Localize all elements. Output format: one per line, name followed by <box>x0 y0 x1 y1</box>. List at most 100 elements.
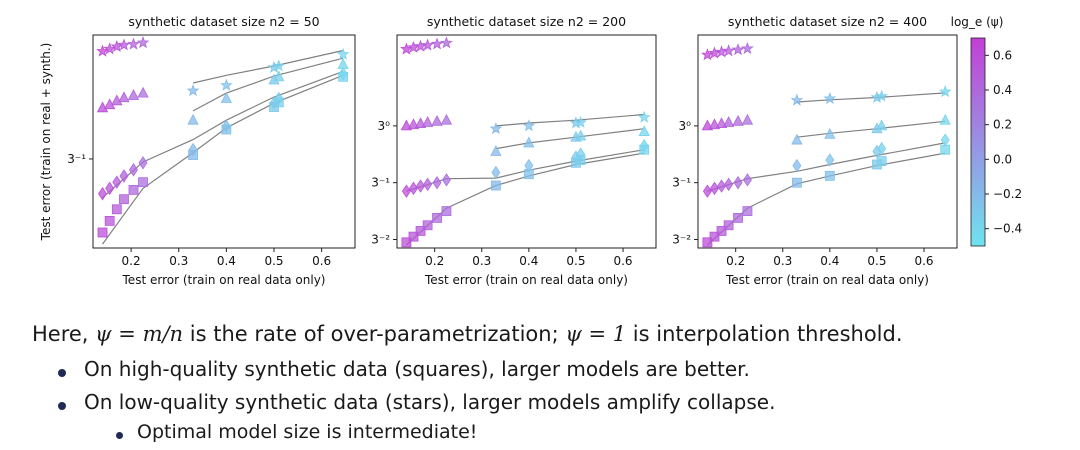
diamond-point <box>416 179 426 193</box>
figure: synthetic dataset size n2 = 50 0.2 0.3 0.4 0… <box>39 14 1022 287</box>
star-point <box>336 47 350 60</box>
x-axis-label: Test error (train on real data only) <box>122 273 326 287</box>
chart-panel-1: synthetic dataset size n2 = 50 0.2 0.3 0.4 0… <box>39 14 356 287</box>
diamond-point <box>742 173 752 187</box>
colorbar-title: log_e (ψ) <box>951 15 1004 29</box>
square-point <box>742 206 753 216</box>
trend-line <box>102 74 344 245</box>
colorbar-tick-label: −0.4 <box>993 222 1022 236</box>
star-point <box>430 37 444 50</box>
y-tick-label: 3⁻¹ <box>67 152 86 166</box>
square-point <box>523 169 534 180</box>
square-point <box>716 226 727 236</box>
colorbar: 0.6 0.4 0.2 0.0 −0.2 −0.4 log_e (ψ) <box>951 15 1022 247</box>
square-point <box>940 144 951 155</box>
diamond-point <box>877 141 887 156</box>
trend-line <box>495 128 645 150</box>
x-tick-label: 0.5 <box>264 254 283 268</box>
psi-definition: ψ = m/n <box>95 322 184 346</box>
diamond-point <box>98 187 108 201</box>
diamond-point <box>724 177 734 192</box>
triangle-point <box>118 91 130 103</box>
square-point <box>422 220 433 231</box>
x-tick-label: 0.4 <box>820 254 839 268</box>
star-point <box>637 110 651 123</box>
triangle-point <box>273 70 285 82</box>
star-point <box>117 38 131 51</box>
square-point <box>432 212 442 223</box>
triangle-point <box>187 113 199 125</box>
square-point <box>221 124 232 135</box>
square-point <box>273 97 284 108</box>
bullet-dot <box>58 402 66 410</box>
x-tick-label: 0.6 <box>312 254 331 268</box>
triangle-point <box>741 113 754 125</box>
square-point <box>733 212 743 223</box>
triangle-point <box>722 116 735 127</box>
x-tick-label: 0.3 <box>472 254 491 268</box>
colorbar-tick-label: −0.2 <box>993 187 1022 201</box>
x-axis-label: Test error (train on real data only) <box>424 273 628 287</box>
x-tick-label: 0.5 <box>867 254 886 268</box>
star-point <box>127 37 140 50</box>
diamond-point <box>792 158 802 173</box>
square-point <box>824 170 835 181</box>
star-point <box>741 41 754 55</box>
triangle-point <box>440 113 453 125</box>
square-point <box>408 231 419 242</box>
bullet-2: On low-quality synthetic data (stars), l… <box>84 390 776 414</box>
diamond-point <box>710 181 719 196</box>
x-tick-label: 0.6 <box>914 254 933 268</box>
square-point <box>138 177 148 188</box>
diamond-point <box>423 177 433 192</box>
square-point <box>338 71 348 82</box>
trend-line <box>192 57 344 112</box>
chart-title: synthetic dataset size n2 = 400 <box>728 14 927 29</box>
square-point <box>709 231 720 242</box>
colorbar-tick-label: 0.4 <box>993 83 1012 97</box>
diamond-point <box>733 175 743 190</box>
chart-title: synthetic dataset size n2 = 50 <box>128 14 319 29</box>
triangle-point <box>638 125 650 136</box>
star-point <box>136 36 150 49</box>
plot-frame <box>396 34 657 249</box>
star-point <box>875 89 888 102</box>
triangle-point <box>111 94 123 106</box>
triangle-point <box>791 133 803 145</box>
colorbar-tick-label: 0.2 <box>993 118 1012 132</box>
triangle-point <box>574 129 587 141</box>
triangle-point <box>96 101 109 113</box>
star-point <box>823 91 837 105</box>
chart-panel-2: synthetic dataset size n2 = 200 0.2 0.3 0.4… <box>371 14 657 287</box>
triangle-point <box>732 114 744 126</box>
trend-line <box>192 49 344 84</box>
x-tick-label: 0.4 <box>217 254 236 268</box>
star-point <box>574 115 587 128</box>
y-tick-label: 3⁻² <box>371 232 390 246</box>
diamond-point <box>401 184 411 198</box>
triangle-point <box>875 119 888 131</box>
x-tick-label: 0.2 <box>425 254 444 268</box>
caption-suffix: is interpolation threshold. <box>626 322 903 346</box>
x-tick-label: 0.2 <box>122 254 141 268</box>
square-point <box>119 194 129 205</box>
caption-middle: is the rate of over-parametrization; <box>183 322 566 346</box>
trend-line <box>495 113 645 127</box>
triangle-point <box>824 128 836 139</box>
subbullet: Optimal model size is intermediate! <box>137 421 478 443</box>
square-point <box>791 177 802 188</box>
y-tick-label: 3⁻² <box>672 232 691 246</box>
square-point <box>97 227 108 238</box>
x-tick-label: 0.4 <box>519 254 538 268</box>
square-point <box>128 185 139 195</box>
x-tick-label: 0.6 <box>613 254 632 268</box>
star-point <box>731 43 745 56</box>
triangle-point <box>939 113 951 125</box>
star-point <box>938 85 952 98</box>
star-point <box>220 78 233 91</box>
square-point <box>401 237 412 248</box>
diamond-point <box>825 153 835 167</box>
square-point <box>575 155 586 165</box>
trend-line <box>796 120 946 138</box>
y-tick-label: 3⁰ <box>378 119 391 133</box>
